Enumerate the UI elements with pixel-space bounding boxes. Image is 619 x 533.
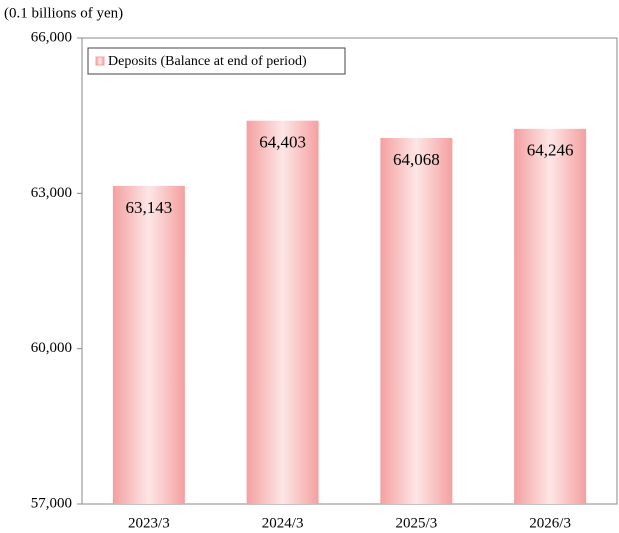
value-label: 64,246 xyxy=(527,141,574,160)
y-axis-label: (0.1 billions of yen) xyxy=(4,5,123,21)
plot-frame xyxy=(81,37,618,505)
bar xyxy=(246,120,319,504)
value-label: 64,068 xyxy=(393,150,440,169)
x-tick-label: 2024/3 xyxy=(262,515,304,531)
x-tick-label: 2025/3 xyxy=(396,515,438,531)
value-label: 64,403 xyxy=(259,133,306,152)
legend-label: Deposits (Balance at end of period) xyxy=(108,54,307,69)
y-tick-label: 66,000 xyxy=(31,29,72,45)
bar xyxy=(112,185,185,504)
x-tick-label: 2023/3 xyxy=(128,515,170,531)
y-tick-label: 63,000 xyxy=(31,185,72,201)
bar xyxy=(380,138,453,504)
legend-box xyxy=(87,47,346,75)
y-tick-label: 60,000 xyxy=(31,340,72,356)
x-tick-label: 2026/3 xyxy=(529,515,571,531)
value-label: 63,143 xyxy=(126,198,173,217)
y-tick-label: 57,000 xyxy=(31,495,72,511)
bar xyxy=(514,128,587,504)
legend-swatch xyxy=(95,56,105,66)
